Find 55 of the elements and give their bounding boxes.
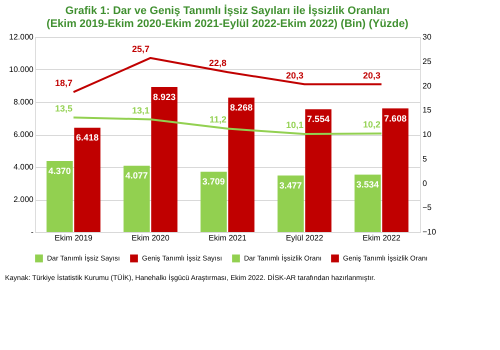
line-series [72, 116, 382, 136]
data-label: 7.608 [384, 113, 407, 124]
bar [200, 172, 227, 232]
y2-tick-label: −10 [422, 228, 437, 236]
x-tick-label: Ekim 2019 [54, 234, 93, 242]
data-label: 25,7 [132, 44, 150, 54]
y2-tick-label: 10 [422, 130, 432, 139]
data-label: 7.554 [307, 114, 330, 124]
data-label: 3.477 [279, 180, 302, 190]
x-tick-label: Ekim 2022 [362, 234, 401, 242]
data-label: 3.534 [356, 180, 379, 190]
bar [124, 166, 150, 232]
data-label: 20,3 [286, 70, 304, 80]
y2-tick-label: 0 [422, 178, 428, 188]
data-label: 8.268 [230, 102, 253, 113]
data-label: 20,3 [362, 70, 380, 80]
x-tick-label: Ekim 2021 [208, 234, 247, 242]
data-label: 10,2 [362, 120, 380, 130]
data-label: 13,5 [54, 103, 72, 114]
bar [151, 87, 178, 232]
data-label: 10,1 [286, 120, 304, 130]
y2-tick-label: 25 [422, 56, 432, 66]
y-tick-label: 4.000 [13, 162, 34, 172]
data-label: 6.418 [76, 132, 99, 143]
bar [382, 108, 408, 232]
chart-title: Grafik 1: Dar ve Geniş Tanımlı İşsiz Sayıları ile İşsizlik Oranları [65, 4, 390, 17]
y2-tick-label: 15 [422, 106, 432, 115]
y-tick-label: - [30, 228, 34, 236]
data-label: 11,2 [209, 114, 226, 125]
data-label: 4.370 [48, 166, 71, 176]
data-label: 4.077 [125, 170, 148, 181]
bar [278, 176, 304, 232]
y-tick-label: 12.000 [9, 32, 34, 42]
x-tick-label: Eylül 2022 [286, 234, 324, 242]
data-label: 18,7 [54, 78, 72, 88]
bar [305, 109, 332, 232]
y2-tick-label: −5 [422, 203, 432, 212]
data-label: 3.709 [202, 176, 225, 187]
bar [46, 160, 73, 232]
chart-subtitle: (Ekim 2019-Ekim 2020-Ekim 2021-Eylül 2022-Ekim 2022) (Bin) (Yüzde) [46, 18, 409, 30]
y-tick-label: 8.000 [13, 98, 34, 106]
line-series [72, 56, 382, 94]
data-label: 8.923 [153, 92, 176, 102]
y2-tick-label: 20 [422, 81, 432, 90]
bar [354, 174, 381, 232]
y2-tick-label: 5 [422, 154, 428, 164]
y-tick-label: 6.000 [13, 130, 34, 139]
y-tick-label: 10.000 [9, 65, 34, 74]
y2-tick-label: 30 [422, 32, 432, 42]
data-label: 22,8 [208, 58, 226, 68]
bar [74, 128, 100, 232]
x-tick-label: Ekim 2020 [132, 234, 170, 242]
bar [228, 98, 254, 232]
y-tick-label: 2.000 [13, 195, 34, 204]
data-label: 13,1 [132, 105, 150, 116]
